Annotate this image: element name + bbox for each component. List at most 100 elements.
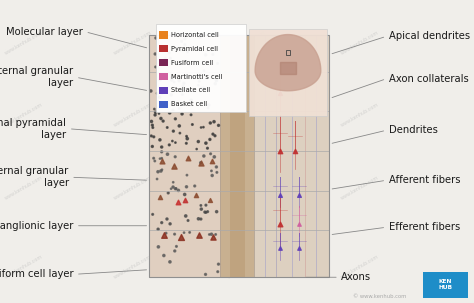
Point	[177, 48, 184, 52]
Point	[195, 216, 202, 221]
Point	[200, 125, 207, 130]
Text: www.kenhub.com: www.kenhub.com	[227, 102, 266, 128]
Point	[178, 39, 185, 44]
Bar	[149, 35, 329, 277]
Text: www.kenhub.com: www.kenhub.com	[4, 102, 44, 128]
Bar	[149, 35, 220, 277]
Point	[211, 81, 219, 86]
Point	[162, 56, 169, 61]
Point	[193, 147, 201, 152]
Text: www.kenhub.com: www.kenhub.com	[113, 254, 153, 280]
Point	[168, 78, 175, 82]
Point	[194, 139, 202, 144]
Point	[187, 98, 195, 103]
Text: Horizontal cell: Horizontal cell	[171, 32, 218, 38]
Point	[193, 73, 201, 78]
Point	[179, 92, 186, 97]
Point	[200, 85, 208, 90]
Bar	[229, 35, 245, 277]
Point	[154, 169, 162, 174]
Point	[214, 269, 221, 274]
Point	[167, 186, 175, 191]
Point	[195, 79, 203, 84]
Text: KEN
HUB: KEN HUB	[438, 279, 453, 290]
Point	[160, 232, 167, 237]
Point	[160, 253, 168, 258]
Point	[202, 52, 210, 57]
Point	[175, 124, 183, 128]
Point	[206, 232, 213, 237]
Point	[171, 163, 178, 168]
Point	[179, 83, 187, 88]
Bar	[159, 87, 168, 94]
Point	[204, 146, 211, 151]
Point	[209, 52, 217, 57]
Point	[182, 184, 190, 189]
Point	[153, 91, 161, 96]
Point	[181, 36, 189, 41]
Point	[163, 217, 171, 221]
Bar	[249, 29, 327, 116]
Text: www.kenhub.com: www.kenhub.com	[227, 254, 266, 280]
Point	[214, 61, 221, 66]
Point	[180, 81, 188, 86]
Point	[209, 132, 217, 137]
Point	[213, 78, 220, 83]
Text: www.kenhub.com: www.kenhub.com	[340, 175, 380, 201]
Text: Efferent fibers: Efferent fibers	[389, 222, 460, 232]
Point	[202, 203, 210, 208]
Text: Afferent fibers: Afferent fibers	[389, 175, 460, 185]
Point	[210, 155, 218, 159]
Point	[196, 35, 204, 40]
Point	[215, 262, 222, 267]
Text: www.kenhub.com: www.kenhub.com	[227, 175, 266, 201]
Point	[147, 88, 155, 93]
Point	[276, 221, 284, 226]
Point	[205, 103, 212, 108]
Point	[185, 156, 192, 161]
Point	[213, 165, 220, 169]
Point	[192, 192, 200, 197]
Point	[276, 149, 284, 154]
Point	[152, 65, 159, 69]
Text: © www.kenhub.com: © www.kenhub.com	[353, 294, 406, 299]
Bar	[159, 45, 168, 52]
Point	[181, 42, 189, 47]
Point	[151, 107, 158, 112]
Point	[276, 246, 284, 251]
Bar	[220, 35, 254, 277]
Point	[171, 80, 178, 85]
Point	[150, 135, 157, 139]
Point	[152, 52, 159, 56]
Point	[175, 106, 183, 111]
Text: External pyramidal
layer: External pyramidal layer	[0, 118, 66, 140]
Bar	[159, 73, 168, 80]
Point	[166, 110, 173, 115]
Point	[162, 231, 170, 236]
Point	[207, 152, 214, 156]
Point	[165, 50, 173, 55]
Point	[183, 136, 191, 141]
Text: www.kenhub.com: www.kenhub.com	[4, 29, 44, 55]
Bar	[159, 31, 168, 38]
Point	[155, 227, 162, 231]
Point	[180, 230, 188, 235]
Point	[212, 232, 219, 237]
Point	[182, 141, 190, 146]
Point	[172, 154, 179, 159]
Point	[164, 125, 171, 130]
Point	[204, 209, 211, 214]
Point	[292, 149, 299, 154]
Point	[215, 123, 222, 128]
Point	[158, 220, 165, 225]
Point	[213, 209, 220, 214]
Point	[159, 119, 167, 124]
Point	[175, 78, 183, 83]
Point	[157, 116, 165, 121]
Point	[206, 137, 214, 142]
Point	[202, 272, 210, 277]
Point	[184, 218, 192, 223]
Point	[213, 170, 221, 175]
Bar	[423, 272, 468, 298]
Point	[169, 108, 177, 113]
